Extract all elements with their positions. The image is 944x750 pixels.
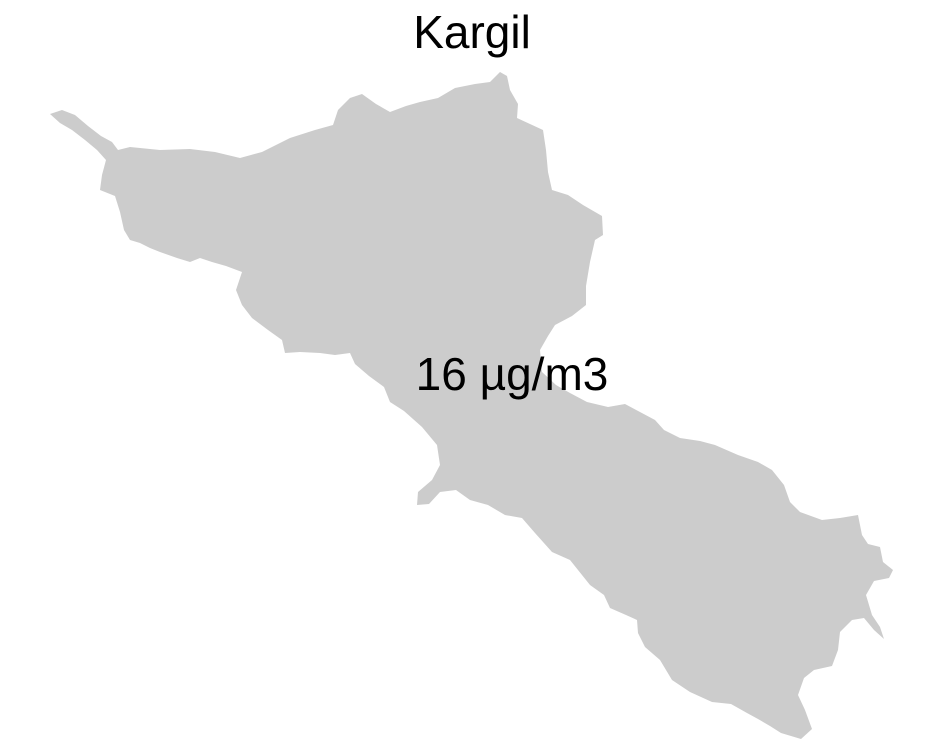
map-title: Kargil [413,6,531,58]
kargil-region-shape [50,72,893,739]
pm25-value-label: 16 µg/m3 [415,348,609,400]
